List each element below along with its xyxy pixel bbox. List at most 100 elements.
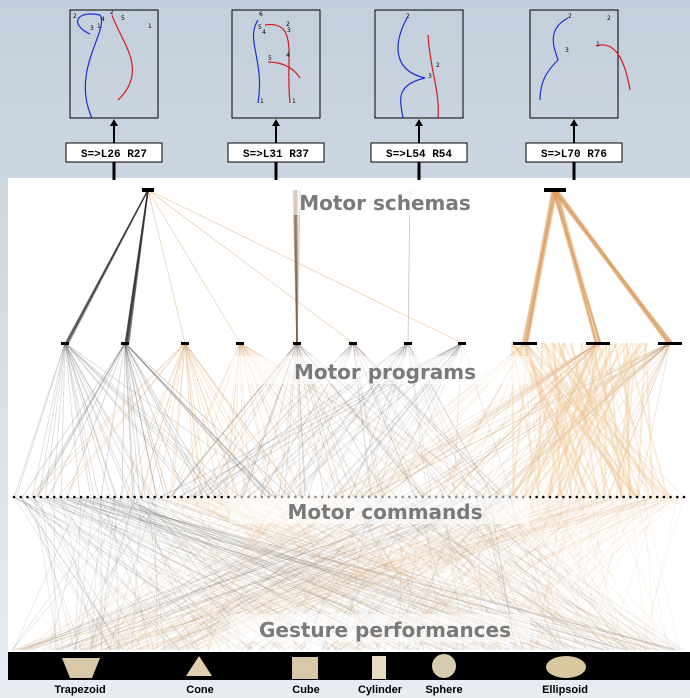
schema-code: S=>L26 R27: [81, 149, 147, 161]
program-node: [121, 342, 129, 345]
program-node: [404, 342, 412, 345]
command-node: [53, 496, 56, 499]
command-node: [180, 496, 183, 499]
object-label: Ellipsoid: [542, 684, 588, 696]
object-label: Cone: [186, 684, 214, 696]
command-node: [26, 496, 29, 499]
command-node: [174, 496, 177, 499]
point-label: 4: [286, 52, 290, 59]
layer-label: Motor programs: [294, 360, 476, 384]
command-node: [187, 496, 190, 499]
layer-label: Gesture performances: [259, 618, 511, 642]
command-node: [160, 496, 163, 499]
command-node: [113, 496, 116, 499]
point-label: 3: [90, 25, 94, 32]
schema-code: S=>L31 R37: [243, 149, 309, 161]
schema-code: S=>L54 R54: [386, 149, 452, 161]
schema-node: [544, 188, 566, 192]
command-node: [214, 496, 217, 499]
command-node: [542, 496, 545, 499]
command-node: [643, 496, 646, 499]
command-node: [549, 496, 552, 499]
command-node: [676, 496, 679, 499]
command-node: [582, 496, 585, 499]
point-label: 5: [121, 15, 125, 22]
point-label: 1: [97, 23, 101, 30]
command-node: [622, 496, 625, 499]
command-node: [569, 496, 572, 499]
command-node: [602, 496, 605, 499]
command-node: [220, 496, 223, 499]
program-node: [349, 342, 357, 345]
command-node: [147, 496, 150, 499]
connection: [605, 343, 606, 497]
program-node: [181, 342, 189, 345]
ellipsoid: [546, 656, 586, 678]
command-node: [93, 496, 96, 499]
command-node: [73, 496, 76, 499]
schema-plot: 232S=>L54 R54: [371, 10, 467, 180]
page: Motor schemasMotor programsMotor command…: [0, 0, 690, 698]
command-node: [40, 496, 43, 499]
command-node: [609, 496, 612, 499]
point-label: 3: [287, 27, 291, 34]
command-node: [153, 496, 156, 499]
plot-frame: [530, 10, 618, 118]
command-node: [649, 496, 652, 499]
command-node: [589, 496, 592, 499]
point-label: 2: [73, 13, 77, 20]
point-label: 2: [436, 62, 440, 69]
point-label: 3: [565, 47, 569, 54]
command-node: [46, 496, 49, 499]
command-node: [133, 496, 136, 499]
point-label: 1: [260, 98, 264, 105]
point-label: 5: [268, 55, 272, 62]
command-node: [127, 496, 130, 499]
sphere: [432, 654, 456, 678]
schema-plot: 2431251S=>L26 R27: [66, 9, 162, 180]
object-label: Cube: [292, 684, 320, 696]
figure: Motor schemasMotor programsMotor command…: [0, 0, 690, 698]
object-label: Cylinder: [358, 684, 403, 696]
command-node: [669, 496, 672, 499]
point-label: 5: [258, 24, 262, 31]
command-node: [555, 496, 558, 499]
command-node: [80, 496, 83, 499]
schema-node: [142, 188, 154, 192]
object-label: Trapezoid: [54, 684, 105, 696]
program-node: [236, 342, 244, 345]
plot-frame: [375, 10, 463, 118]
command-node: [194, 496, 197, 499]
program-node: [458, 342, 466, 345]
command-node: [683, 496, 686, 499]
program-node: [658, 342, 682, 345]
command-node: [60, 496, 63, 499]
plot-frame: [232, 10, 320, 118]
command-node: [86, 496, 89, 499]
layer-label: Motor commands: [288, 500, 483, 524]
command-node: [562, 496, 565, 499]
program-node: [293, 342, 301, 345]
command-node: [663, 496, 666, 499]
command-node: [120, 496, 123, 499]
point-label: 2: [110, 9, 114, 16]
point-label: 2: [607, 15, 611, 22]
point-label: 1: [148, 23, 152, 30]
object-label: Sphere: [425, 684, 462, 696]
command-node: [616, 496, 619, 499]
plot-frame: [70, 10, 158, 118]
point-label: 1: [292, 98, 296, 105]
schema-plot: 645235411S=>L31 R37: [228, 10, 324, 180]
point-label: 6: [259, 11, 263, 18]
command-node: [576, 496, 579, 499]
command-node: [66, 496, 69, 499]
command-node: [207, 496, 210, 499]
cube: [292, 657, 318, 679]
object-bar: [8, 652, 690, 680]
command-node: [140, 496, 143, 499]
command-node: [596, 496, 599, 499]
command-node: [100, 496, 103, 499]
program-node: [513, 342, 537, 345]
command-node: [535, 496, 538, 499]
command-node: [33, 496, 36, 499]
